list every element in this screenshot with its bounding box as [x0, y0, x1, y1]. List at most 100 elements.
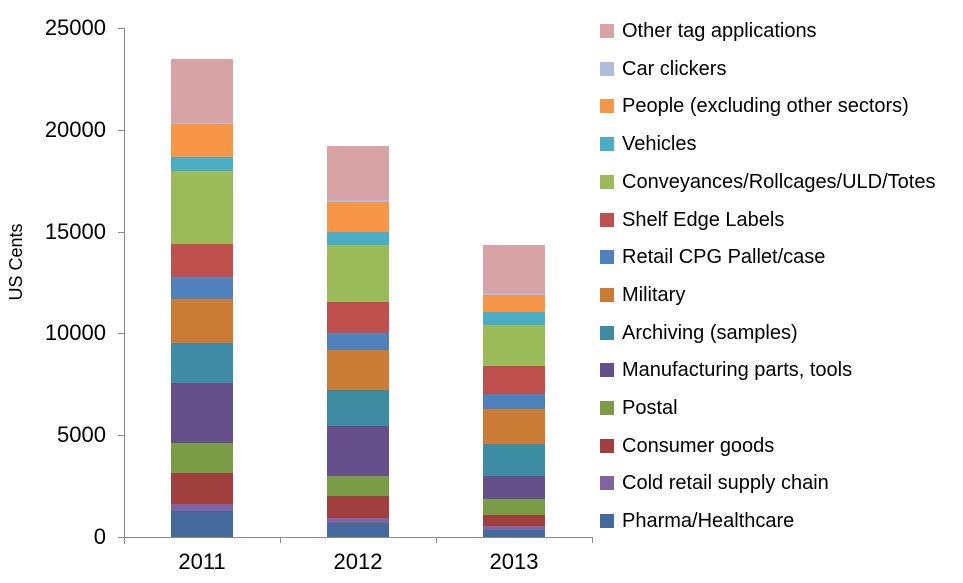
bar-segment-people-excluding-other-sectors	[483, 294, 545, 312]
bar-segment-manufacturing-parts-tools	[171, 383, 233, 444]
legend-item-pharma-healthcare: Pharma/Healthcare	[600, 502, 794, 540]
bar-segment-cold-retail-supply-chain	[171, 504, 233, 511]
legend-item-cold-retail-supply-chain: Cold retail supply chain	[600, 464, 829, 502]
legend-item-conveyances-rollcages-uld-totes: Conveyances/Rollcages/ULD/Totes	[600, 163, 936, 201]
legend-item-postal: Postal	[600, 389, 678, 427]
bar-segment-conveyances-rollcages-uld-totes	[327, 244, 389, 302]
bar-segment-consumer-goods	[171, 472, 233, 505]
y-tick-mark	[118, 231, 124, 233]
bar-segment-cold-retail-supply-chain	[327, 517, 389, 523]
legend-swatch-retail-cpg-pallet-case	[600, 250, 614, 265]
legend-item-archiving-samples: Archiving (samples)	[600, 314, 798, 352]
bar-segment-vehicles	[171, 157, 233, 171]
x-tick-mark	[592, 537, 593, 543]
y-axis-title: US Cents	[6, 223, 26, 301]
bar-segment-car-clickers	[327, 200, 389, 203]
y-tick-label: 15000	[44, 218, 106, 244]
legend-item-people-excluding-other-sectors: People (excluding other sectors)	[600, 87, 909, 125]
legend-label: Retail CPG Pallet/case	[622, 246, 826, 269]
legend-item-car-clickers: Car clickers	[600, 50, 726, 88]
legend-label: Military	[622, 283, 686, 306]
legend-item-consumer-goods: Consumer goods	[600, 427, 774, 465]
legend-item-military: Military	[600, 276, 685, 314]
legend-label: Manufacturing parts, tools	[622, 359, 853, 382]
x-axis-line	[124, 537, 592, 538]
bar-segment-manufacturing-parts-tools	[483, 475, 545, 500]
x-axis-label-2011: 2011	[178, 549, 226, 574]
legend-swatch-shelf-edge-labels	[600, 212, 614, 227]
bar-segment-military	[483, 408, 545, 445]
x-axis-label-2013: 2013	[489, 549, 539, 574]
legend-swatch-archiving-samples	[600, 325, 614, 340]
bar-segment-conveyances-rollcages-uld-totes	[171, 170, 233, 244]
bar-segment-conveyances-rollcages-uld-totes	[483, 325, 545, 366]
bar-segment-people-excluding-other-sectors	[327, 202, 389, 232]
bar-segment-consumer-goods	[327, 496, 389, 518]
legend-swatch-pharma-healthcare	[600, 514, 614, 529]
y-tick-label: 20000	[44, 116, 106, 142]
legend-swatch-consumer-goods	[600, 438, 614, 453]
bar-segment-manufacturing-parts-tools	[327, 426, 389, 476]
legend-swatch-cold-retail-supply-chain	[600, 476, 614, 491]
legend-swatch-postal	[600, 401, 614, 415]
bar-segment-postal	[171, 443, 233, 473]
y-tick-label: 10000	[44, 320, 106, 346]
bar-segment-archiving-samples	[483, 444, 545, 476]
bar-segment-archiving-samples	[327, 390, 389, 427]
legend-label: Shelf Edge Labels	[622, 208, 785, 231]
bar-segment-retail-cpg-pallet-case	[327, 333, 389, 350]
legend-item-manufacturing-parts-tools: Manufacturing parts, tools	[600, 351, 852, 389]
bar-segment-other-tag-applications	[483, 244, 545, 293]
bar-segment-other-tag-applications	[171, 58, 233, 123]
y-axis-line	[124, 28, 125, 544]
bar-segment-military	[171, 298, 233, 343]
bar-segment-military	[327, 349, 389, 391]
bar-segment-pharma-healthcare	[327, 522, 389, 537]
y-tick-mark	[118, 333, 124, 335]
bar-segment-other-tag-applications	[327, 146, 389, 201]
y-tick-label: 25000	[44, 15, 106, 40]
bar-segment-people-excluding-other-sectors	[171, 123, 233, 158]
legend-item-vehicles: Vehicles	[600, 125, 697, 163]
x-axis-label-2012: 2012	[333, 549, 383, 574]
legend-label: Conveyances/Rollcages/ULD/Totes	[622, 170, 936, 193]
y-tick-mark	[118, 435, 124, 437]
legend-item-retail-cpg-pallet-case: Retail CPG Pallet/case	[600, 238, 825, 276]
legend-label: Postal	[622, 397, 678, 419]
legend-swatch-manufacturing-parts-tools	[600, 363, 614, 378]
bar-segment-car-clickers	[171, 122, 233, 124]
bar-segment-postal	[483, 499, 545, 515]
y-tick-mark	[118, 537, 124, 538]
bar-segment-shelf-edge-labels	[171, 243, 233, 278]
bar-segment-vehicles	[483, 312, 545, 326]
legend-swatch-other-tag-applications	[600, 24, 614, 38]
bar-segment-pharma-healthcare	[171, 510, 233, 537]
legend-label: Archiving (samples)	[622, 321, 798, 344]
legend-item-other-tag-applications: Other tag applications	[600, 12, 817, 50]
bar-segment-consumer-goods	[483, 514, 545, 526]
bar-segment-car-clickers	[483, 292, 545, 295]
bar-segment-archiving-samples	[171, 342, 233, 384]
legend-swatch-car-clickers	[600, 61, 614, 76]
legend-swatch-people-excluding-other-sectors	[600, 99, 614, 114]
legend-swatch-vehicles	[600, 137, 614, 152]
y-tick-mark	[118, 129, 124, 131]
bar-segment-postal	[327, 475, 389, 497]
x-tick-mark	[280, 537, 281, 543]
bar-segment-shelf-edge-labels	[327, 301, 389, 334]
legend-label: Car clickers	[622, 57, 727, 80]
legend-label: People (excluding other sectors)	[622, 95, 909, 118]
bar-segment-pharma-healthcare	[483, 529, 545, 537]
y-tick-label: 0	[93, 524, 106, 549]
legend-label: Vehicles	[622, 133, 697, 156]
bar-segment-retail-cpg-pallet-case	[171, 277, 233, 299]
x-tick-mark	[436, 537, 437, 543]
bar-segment-cold-retail-supply-chain	[483, 525, 545, 530]
bar-segment-shelf-edge-labels	[483, 365, 545, 395]
y-tick-mark	[118, 28, 124, 29]
legend-label: Other tag applications	[622, 20, 817, 42]
legend-label: Pharma/Healthcare	[622, 510, 795, 533]
y-tick-label: 5000	[57, 422, 106, 448]
bar-segment-vehicles	[327, 231, 389, 245]
